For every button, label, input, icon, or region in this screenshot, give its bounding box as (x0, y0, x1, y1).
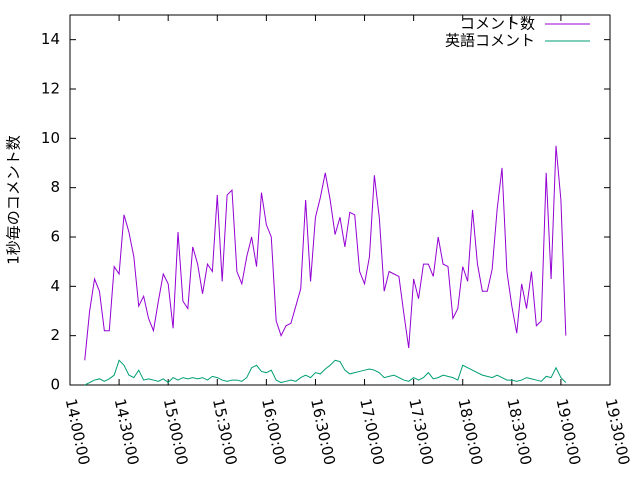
x-tick-label: 18:00:00 (454, 397, 486, 467)
x-tick-label: 18:30:00 (504, 397, 536, 467)
x-tick-label: 14:30:00 (111, 397, 143, 467)
x-tick-label: 17:30:00 (405, 397, 437, 467)
x-tick-label: 14:00:00 (62, 397, 94, 467)
y-tick-label: 6 (50, 228, 60, 246)
x-tick-label: 19:00:00 (553, 397, 585, 467)
plot-border (69, 14, 611, 386)
x-tick-label: 15:00:00 (160, 397, 192, 467)
legend-label: コメント数 (460, 15, 535, 33)
y-tick-label: 2 (50, 326, 60, 344)
y-tick-label: 10 (41, 129, 60, 147)
legend-label: 英語コメント (445, 32, 535, 50)
y-tick-label: 14 (41, 30, 60, 48)
x-tick-label: 19:30:00 (602, 397, 634, 467)
x-tick-label: 16:00:00 (258, 397, 290, 467)
y-tick-label: 4 (50, 277, 60, 295)
x-tick-label: 17:00:00 (356, 397, 388, 467)
series-line (84, 359, 567, 386)
y-tick-label: 8 (50, 178, 60, 196)
y-tick-label: 12 (41, 80, 60, 98)
x-tick-label: 16:30:00 (307, 397, 339, 467)
series-line (84, 145, 567, 361)
y-tick-label: 0 (50, 376, 60, 394)
y-axis-label: 1秒毎のコメント数 (5, 135, 23, 265)
x-tick-label: 15:30:00 (209, 397, 241, 467)
